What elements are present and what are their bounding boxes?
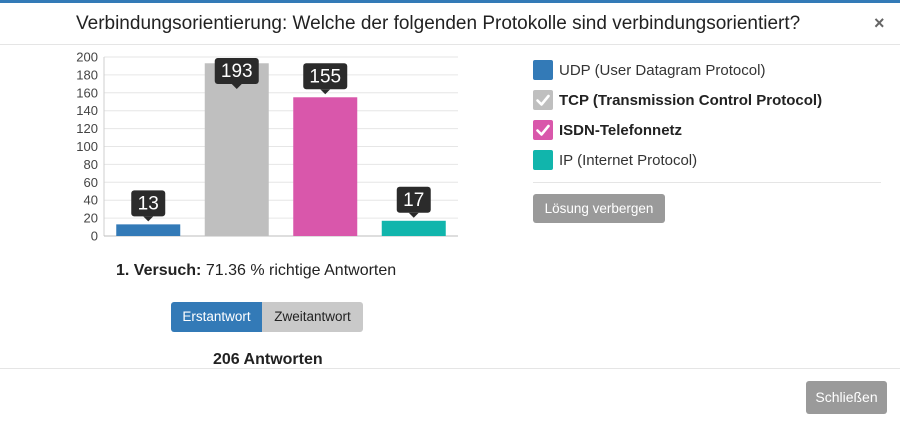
legend-item-udp: UDP (User Datagram Protocol) [533, 60, 883, 82]
bar-ip [381, 220, 446, 236]
y-tick-label: 20 [84, 211, 98, 226]
hide-solution-button[interactable]: Lösung verbergen [533, 194, 665, 223]
legend-item-ip: IP (Internet Protocol) [533, 150, 883, 172]
legend-label: TCP (Transmission Control Protocol) [559, 92, 823, 109]
y-tick-label: 180 [76, 67, 98, 82]
checkbox-unchecked-icon [533, 60, 553, 80]
bar-isdn [293, 97, 358, 237]
dialog-footer [0, 368, 900, 428]
checkbox-checked-icon [533, 120, 553, 140]
data-label-pointer [231, 84, 242, 89]
data-label-box [214, 58, 259, 84]
first-answer-button[interactable]: Erstantwort [171, 302, 262, 332]
legend-item-isdn: ISDN-Telefonnetz [533, 120, 883, 142]
data-label-pointer [320, 89, 331, 95]
dialog-title: Verbindungsorientierung: Welche der folg… [76, 13, 801, 34]
data-label: 155 [309, 66, 341, 87]
answer-count: 206 Antworten [213, 351, 323, 368]
data-label-pointer [408, 212, 419, 218]
y-tick-label: 140 [76, 103, 98, 118]
legend-label: IP (Internet Protocol) [559, 152, 698, 169]
data-label: 17 [403, 190, 424, 211]
bar-tcp [204, 63, 269, 236]
data-label-box [396, 186, 431, 213]
y-tick-label: 100 [76, 139, 98, 154]
y-tick-label: 40 [84, 193, 98, 208]
legend-label: ISDN-Telefonnetz [559, 122, 683, 139]
attempt-value: 71.36 % richtige Antworten [205, 262, 397, 279]
close-button[interactable]: Schließen [806, 381, 887, 414]
data-label-box [131, 190, 166, 217]
data-label-pointer [143, 216, 154, 222]
second-answer-button[interactable]: Zweitantwort [262, 302, 363, 332]
attempt-summary: 1. Versuch: 71.36 % richtige Antworten [116, 262, 396, 280]
checkbox-unchecked-icon [533, 150, 553, 170]
y-tick-label: 80 [84, 157, 98, 172]
checkbox-checked-icon [533, 90, 553, 110]
results-bar-chart: 0 20 40 60 80 100 120 140 160 180 200 13 193 155 17 [76, 50, 458, 244]
y-tick-label: 60 [84, 175, 98, 190]
y-tick-label: 200 [76, 50, 98, 65]
data-label: 193 [221, 61, 253, 82]
legend-item-tcp: TCP (Transmission Control Protocol) [533, 90, 883, 112]
dialog-header: Verbindungsorientierung: Welche der folg… [0, 3, 900, 45]
y-tick-label: 160 [76, 85, 98, 100]
close-icon[interactable]: × [874, 13, 885, 33]
legend-label: UDP (User Datagram Protocol) [559, 62, 766, 79]
y-tick-label: 120 [76, 121, 98, 136]
attempt-label: 1. Versuch: [116, 262, 202, 279]
data-label: 13 [138, 193, 159, 214]
y-tick-label: 0 [91, 229, 98, 244]
bar-udp [116, 224, 181, 236]
legend-divider [533, 182, 881, 183]
data-label-box [303, 63, 348, 90]
dialog-top-accent [0, 0, 900, 3]
